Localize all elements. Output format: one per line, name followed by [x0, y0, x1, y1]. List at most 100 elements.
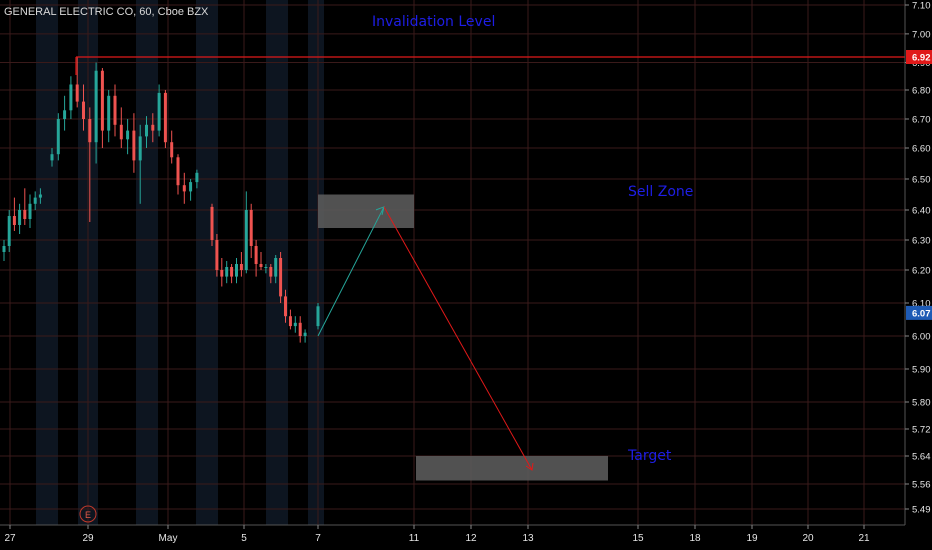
candle-body: [264, 267, 268, 268]
time-axis[interactable]: 27 29 May 5 7 11 12 13 15 18 19 20 21: [0, 524, 905, 550]
price-tick-label: 6.60: [912, 144, 931, 155]
candle: [239, 252, 243, 277]
candle-body: [157, 92, 161, 131]
session-band: [308, 0, 324, 525]
candle: [56, 113, 60, 161]
candle: [182, 172, 186, 204]
price-tick-label: 6.10: [912, 299, 931, 310]
candle-body: [145, 124, 148, 137]
candle-body: [100, 70, 104, 131]
time-tick-label: 7: [315, 533, 321, 544]
candle-body: [293, 322, 297, 327]
candle-body: [182, 185, 186, 192]
time-tick-label: 18: [689, 533, 701, 544]
candle-body: [210, 206, 214, 240]
candle: [293, 316, 297, 333]
candle: [69, 76, 73, 119]
candle-body: [2, 246, 6, 252]
candle-body: [170, 142, 174, 158]
candle: [113, 84, 117, 137]
candle: [288, 309, 292, 330]
candle-body: [249, 210, 253, 246]
candle-body: [82, 101, 85, 119]
price-axis[interactable]: 7.107.006.906.806.706.606.506.406.306.20…: [904, 0, 932, 550]
candle-body: [33, 197, 37, 204]
invalidation-level-label: Invalidation Level: [372, 14, 496, 30]
price-tick-label: 6.00: [912, 332, 931, 343]
candle: [254, 240, 258, 277]
candle: [284, 289, 287, 323]
arrow-down-icon: [525, 462, 534, 471]
candle-body: [151, 124, 155, 131]
candle: [235, 258, 238, 284]
candle-body: [176, 157, 180, 186]
candle: [107, 90, 111, 143]
time-tick-label: 21: [858, 533, 870, 544]
candle: [316, 303, 320, 330]
candle-body: [279, 258, 283, 297]
candle: [145, 116, 148, 148]
candle: [269, 264, 273, 284]
candle-body: [215, 240, 219, 270]
candle: [157, 84, 161, 137]
sell-zone-label: Sell Zone: [628, 184, 694, 200]
candle-body: [38, 194, 42, 198]
earnings-icon[interactable]: [79, 505, 97, 523]
price-tick-label: 5.90: [912, 365, 931, 376]
candle-body: [138, 136, 142, 161]
candle-body: [63, 110, 67, 119]
candle-body: [12, 216, 16, 225]
price-tick-label: 7.00: [912, 29, 931, 40]
candle-body: [220, 270, 224, 277]
candle-body: [18, 210, 22, 225]
time-tick-label: 15: [632, 533, 644, 544]
candle: [163, 90, 167, 148]
candle-body: [189, 182, 193, 192]
candle: [132, 113, 136, 173]
candle-body: [274, 258, 278, 277]
candle: [303, 329, 307, 343]
candle: [189, 179, 193, 201]
grid-lines: [0, 0, 905, 525]
target-zone-box[interactable]: [416, 456, 608, 481]
time-tick-label: 19: [746, 533, 758, 544]
candle: [100, 68, 104, 148]
candle-body: [88, 119, 92, 143]
time-tick-label: May: [159, 533, 178, 544]
candle: [33, 191, 37, 210]
candle: [298, 316, 302, 343]
candle-body: [239, 264, 243, 270]
candle-body: [225, 267, 229, 277]
price-badge-invalidation-label: 6.92: [912, 53, 931, 64]
price-tick-label: 5.56: [912, 480, 931, 491]
candle-body: [113, 95, 117, 125]
candle: [279, 252, 283, 303]
candle: [210, 203, 214, 246]
candle: [170, 130, 174, 164]
candle-body: [107, 95, 111, 131]
projection-up-line[interactable]: [317, 206, 385, 337]
price-tick-label: 5.72: [912, 425, 931, 436]
candle-body: [316, 306, 320, 327]
time-tick-label: 27: [4, 533, 16, 544]
sell-zone-box[interactable]: [318, 194, 414, 229]
price-tick-label: 5.64: [912, 452, 931, 463]
zones: [318, 194, 608, 481]
candlestick-series: [2, 57, 320, 343]
candle: [50, 148, 54, 167]
candle-body: [284, 296, 287, 317]
chart-title: GENERAL ELECTRIC CO, 60, Cboe BZX: [4, 6, 209, 18]
candle-body: [75, 84, 79, 102]
candle: [75, 57, 79, 108]
candle-body: [195, 172, 199, 183]
candle-body: [269, 267, 273, 277]
candle: [38, 188, 42, 204]
time-tick-label: 20: [802, 533, 814, 544]
projection-down-line[interactable]: [383, 206, 533, 471]
candle-body: [126, 130, 130, 140]
candle-body: [235, 264, 238, 277]
candle-body: [94, 70, 98, 143]
time-tick-label: 11: [409, 533, 420, 544]
candle: [2, 240, 6, 261]
